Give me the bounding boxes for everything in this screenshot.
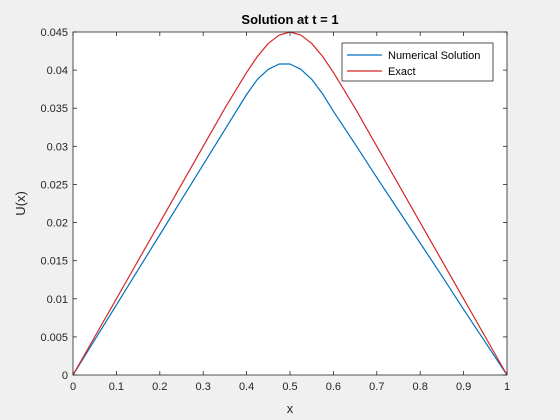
x-tick-label: 0.2 xyxy=(152,381,167,393)
x-tick-label: 0.8 xyxy=(413,381,428,393)
legend-box xyxy=(341,42,494,82)
x-axis-label: x xyxy=(287,401,294,416)
series-line-numerical-solution xyxy=(72,63,508,376)
x-tick-label: 0 xyxy=(70,381,76,393)
x-tick-label: 0.4 xyxy=(239,381,254,393)
y-tick-label: 0.03 xyxy=(47,141,68,153)
y-tick-label: 0.04 xyxy=(47,65,68,77)
y-tick-label: 0.01 xyxy=(47,294,68,306)
y-tick-label: 0 xyxy=(62,370,68,382)
y-tick-label: 0.025 xyxy=(40,179,68,191)
x-tick-label: 0.1 xyxy=(109,381,124,393)
x-tick-label: 1 xyxy=(504,381,510,393)
x-tick-label: 0.7 xyxy=(369,381,384,393)
x-tick-label: 0.3 xyxy=(196,381,211,393)
y-tick-label: 0.015 xyxy=(40,256,68,268)
y-tick-label: 0.005 xyxy=(40,332,68,344)
y-tick-label: 0.045 xyxy=(40,27,68,39)
legend-label-numerical-solution: Numerical Solution xyxy=(388,50,480,62)
y-tick-label: 0.02 xyxy=(47,218,68,230)
legend: Numerical Solution Exact xyxy=(341,42,494,82)
y-axis-label: U(x) xyxy=(13,191,28,216)
legend-label-exact: Exact xyxy=(388,66,416,78)
x-tick-label: 0.5 xyxy=(282,381,297,393)
axes-layer: 0 0.1 0.2 0.3 0.4 0.5 0.6 0.7 0.8 0.9 1 0 0.005 0.01 0… xyxy=(40,27,510,393)
x-tick-label: 0.6 xyxy=(326,381,341,393)
x-tick-label: 0.9 xyxy=(456,381,471,393)
chart-title: Solution at t = 1 xyxy=(241,12,338,27)
y-tick-label: 0.035 xyxy=(40,103,68,115)
plot-area xyxy=(73,32,507,375)
